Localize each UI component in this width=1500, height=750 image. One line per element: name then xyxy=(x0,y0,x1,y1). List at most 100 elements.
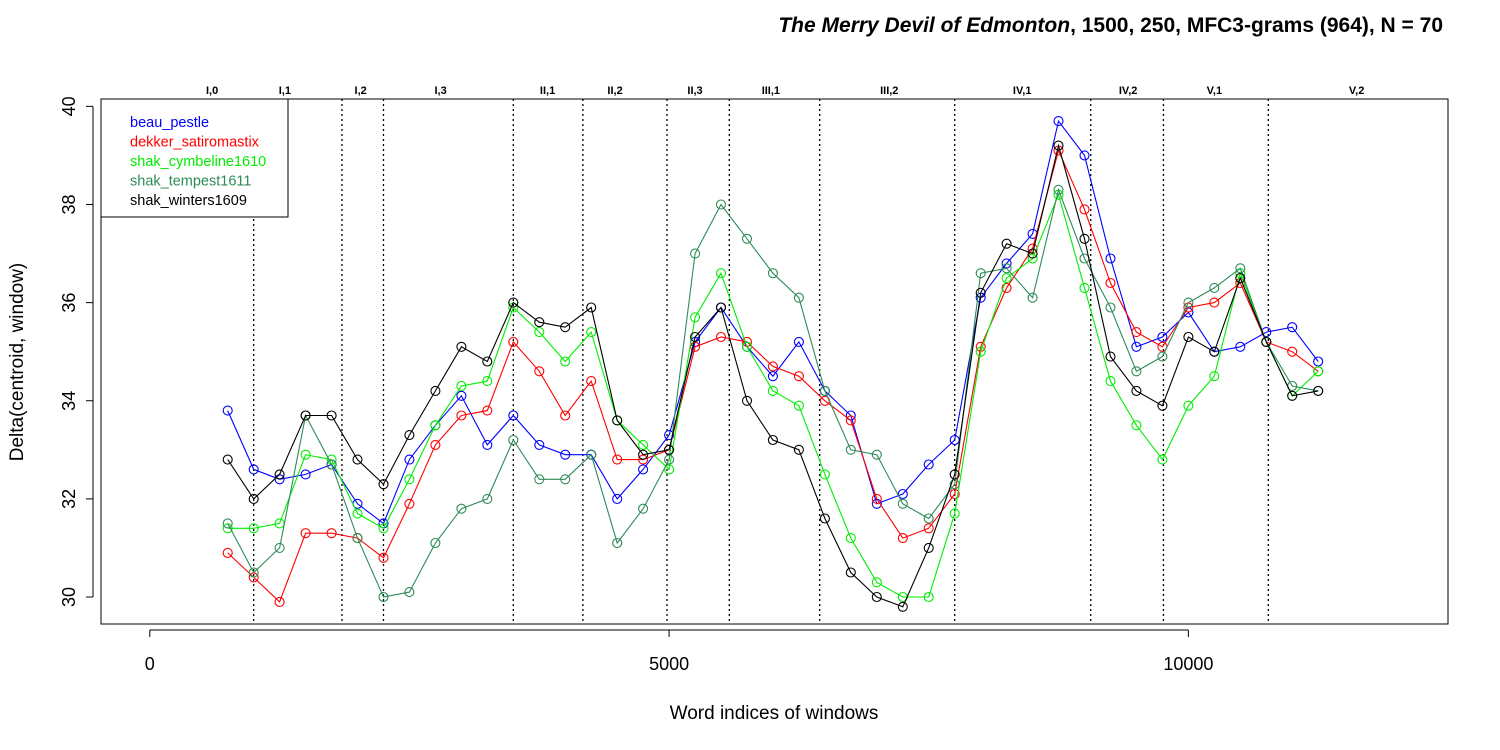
data-point-shak_winters1609-16 xyxy=(638,449,649,460)
data-point-dekker_satiromastix-19 xyxy=(715,331,727,343)
data-point-dekker_satiromastix-25 xyxy=(871,493,882,504)
data-point-shak_cymbeline1610-17 xyxy=(664,464,675,475)
data-point-beau_pestle-3 xyxy=(300,469,311,480)
data-point-shak_cymbeline1610-33 xyxy=(1079,282,1090,293)
data-point-shak_tempest1611-12 xyxy=(534,474,545,485)
data-point-shak_cymbeline1610-8 xyxy=(430,420,441,431)
data-point-beau_pestle-13 xyxy=(560,449,571,460)
data-point-shak_winters1609-28 xyxy=(949,469,960,480)
chart-title-rest: , 1500, 250, MFC3-grams (964), N = 70 xyxy=(1070,14,1443,37)
data-point-shak_winters1609-18 xyxy=(690,331,701,343)
data-point-dekker_satiromastix-30 xyxy=(1001,282,1012,293)
plot-frame xyxy=(100,98,1449,625)
data-point-beau_pestle-42 xyxy=(1313,356,1324,367)
data-point-beau_pestle-32 xyxy=(1053,116,1064,127)
data-point-shak_tempest1611-5 xyxy=(352,533,363,544)
x-tick-label-1: 5000 xyxy=(649,654,689,674)
data-point-beau_pestle-0 xyxy=(222,405,233,416)
data-point-shak_winters1609-10 xyxy=(482,356,493,367)
data-point-shak_tempest1611-9 xyxy=(456,503,467,514)
data-point-beau_pestle-22 xyxy=(793,336,804,347)
data-point-shak_winters1609-12 xyxy=(534,317,545,328)
data-point-beau_pestle-27 xyxy=(923,459,934,470)
series-shak_winters1609 xyxy=(222,140,1324,612)
data-point-shak_tempest1611-31 xyxy=(1027,292,1038,303)
data-point-shak_winters1609-19 xyxy=(715,302,727,313)
act-boundary-layer xyxy=(253,99,1269,624)
series-dekker_satiromastix xyxy=(222,145,1324,607)
data-point-beau_pestle-26 xyxy=(897,488,908,500)
data-point-dekker_satiromastix-3 xyxy=(300,528,311,539)
data-point-shak_tempest1611-26 xyxy=(897,498,908,509)
data-point-shak_cymbeline1610-24 xyxy=(845,533,856,544)
data-point-shak_winters1609-33 xyxy=(1079,233,1090,244)
act-label-0: I,0 xyxy=(206,85,218,97)
data-point-beau_pestle-36 xyxy=(1157,331,1168,343)
data-point-shak_tempest1611-4 xyxy=(326,459,337,470)
data-point-shak_cymbeline1610-23 xyxy=(819,469,830,480)
data-point-beau_pestle-33 xyxy=(1079,150,1090,161)
data-point-shak_winters1609-29 xyxy=(975,287,986,298)
data-point-shak_tempest1611-28 xyxy=(949,479,960,490)
data-point-shak_tempest1611-8 xyxy=(430,537,441,549)
data-point-beau_pestle-10 xyxy=(482,439,493,450)
data-point-shak_tempest1611-35 xyxy=(1131,366,1142,377)
data-point-shak_tempest1611-25 xyxy=(871,449,882,460)
data-point-shak_winters1609-24 xyxy=(845,567,856,578)
legend-entry-shak_cymbeline1610: shak_cymbeline1610 xyxy=(130,154,266,170)
data-point-shak_cymbeline1610-20 xyxy=(741,341,753,352)
data-point-shak_cymbeline1610-7 xyxy=(404,474,415,485)
y-tick-label-3: 36 xyxy=(59,293,79,313)
data-point-dekker_satiromastix-15 xyxy=(612,454,623,465)
data-point-dekker_satiromastix-8 xyxy=(430,439,441,450)
data-point-beau_pestle-41 xyxy=(1287,322,1298,333)
data-point-shak_tempest1611-39 xyxy=(1235,263,1246,274)
data-point-dekker_satiromastix-14 xyxy=(586,376,597,387)
data-point-shak_winters1609-20 xyxy=(741,395,753,406)
data-point-dekker_satiromastix-6 xyxy=(378,552,389,563)
data-point-shak_tempest1611-11 xyxy=(508,434,519,446)
data-point-shak_winters1609-39 xyxy=(1235,273,1246,284)
data-point-shak_tempest1611-6 xyxy=(378,591,389,603)
data-point-shak_winters1609-40 xyxy=(1261,336,1272,347)
data-point-dekker_satiromastix-12 xyxy=(534,366,545,377)
series-layer xyxy=(222,116,1324,612)
act-label-layer: I,0 I,1 I,2 I,3 II,1 II,2 II,3 III,1 III,2 IV,1 IV… xyxy=(206,85,1364,97)
data-point-shak_cymbeline1610-1 xyxy=(248,523,259,534)
data-point-shak_cymbeline1610-5 xyxy=(352,508,363,519)
data-point-dekker_satiromastix-35 xyxy=(1131,327,1142,338)
data-point-shak_winters1609-3 xyxy=(300,410,311,421)
series-shak_cymbeline1610 xyxy=(222,189,1324,603)
data-point-shak_tempest1611-13 xyxy=(560,474,571,485)
data-point-shak_winters1609-31 xyxy=(1027,248,1038,259)
act-label-9: IV,1 xyxy=(1013,85,1032,97)
data-point-shak_winters1609-2 xyxy=(274,469,285,480)
data-point-dekker_satiromastix-38 xyxy=(1209,297,1220,308)
data-point-shak_tempest1611-16 xyxy=(638,503,649,514)
data-point-shak_winters1609-11 xyxy=(508,297,519,308)
data-point-dekker_satiromastix-26 xyxy=(897,533,908,544)
data-point-beau_pestle-21 xyxy=(767,371,778,382)
data-point-shak_cymbeline1610-3 xyxy=(300,449,311,460)
act-label-4: II,1 xyxy=(540,85,555,97)
data-point-shak_tempest1611-20 xyxy=(741,233,753,244)
act-label-1: I,1 xyxy=(279,85,291,97)
data-point-dekker_satiromastix-21 xyxy=(767,361,778,372)
data-point-shak_winters1609-22 xyxy=(793,444,804,455)
data-point-dekker_satiromastix-0 xyxy=(222,547,233,558)
data-point-beau_pestle-34 xyxy=(1105,253,1116,264)
data-point-shak_tempest1611-36 xyxy=(1157,351,1168,362)
data-point-shak_tempest1611-17 xyxy=(664,454,675,465)
chart-title-italic: The Merry Devil of Edmonton xyxy=(778,14,1070,37)
data-point-shak_tempest1611-21 xyxy=(767,268,778,279)
data-point-shak_winters1609-15 xyxy=(612,415,623,426)
data-point-shak_cymbeline1610-6 xyxy=(378,523,389,534)
data-point-shak_cymbeline1610-25 xyxy=(871,577,882,588)
data-point-shak_winters1609-30 xyxy=(1001,238,1012,249)
series-line-dekker_satiromastix xyxy=(227,148,1319,603)
data-point-beau_pestle-16 xyxy=(638,464,649,475)
data-point-shak_winters1609-32 xyxy=(1053,140,1064,151)
data-point-dekker_satiromastix-22 xyxy=(793,371,804,382)
data-point-dekker_satiromastix-41 xyxy=(1287,346,1298,357)
